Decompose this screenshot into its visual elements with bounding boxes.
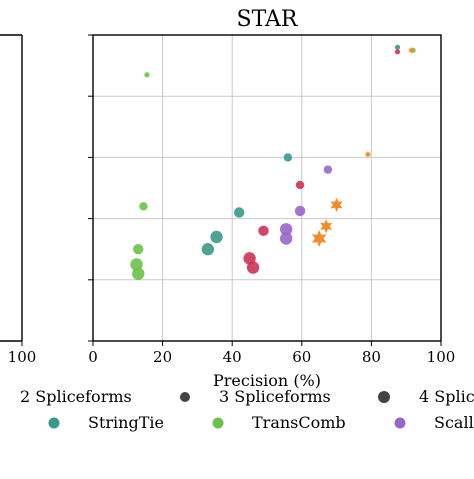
x-tick-label: 0 (88, 348, 98, 366)
data-point (133, 244, 144, 255)
legend-transcomb-marker (212, 417, 224, 429)
data-point (294, 205, 306, 217)
plot-frame (92, 34, 442, 342)
legend-size-3-label: 3 Spliceforms (219, 387, 331, 406)
axis-ticks: 0 20 40 60 80 100 (88, 34, 456, 366)
data-point (283, 153, 293, 162)
data-point-star (408, 46, 415, 54)
data-point (132, 267, 145, 280)
legend: 2 Spliceforms 3 Spliceforms 4 Splice Str… (20, 387, 474, 432)
legend-size-4-label: 4 Splice (419, 387, 474, 406)
data-point (210, 230, 223, 244)
legend-size-2-label: 2 Spliceforms (20, 387, 132, 406)
data-point (323, 165, 333, 174)
data-point-star (320, 219, 333, 234)
legend-size-4-marker (378, 391, 390, 403)
data-points (130, 44, 416, 280)
data-point (233, 207, 245, 218)
legend-stringtie-marker (48, 417, 60, 429)
data-point (279, 232, 293, 245)
data-point (144, 72, 150, 78)
left-panel-x-tick-label: 100 (8, 348, 37, 366)
data-point-star (311, 230, 327, 247)
data-point (246, 261, 260, 274)
data-point (394, 44, 401, 50)
x-tick-label: 40 (223, 348, 242, 366)
grid (93, 35, 441, 341)
data-point (279, 223, 293, 236)
data-point (258, 225, 269, 237)
data-point-star (364, 150, 371, 158)
chart-title: STAR (237, 7, 299, 32)
data-point (295, 180, 305, 190)
legend-scall-marker (394, 417, 406, 429)
x-axis-label: Precision (%) (213, 371, 321, 390)
x-tick-label: 80 (362, 348, 381, 366)
data-point (394, 49, 401, 55)
x-tick-label: 100 (427, 348, 456, 366)
left-panel: 100 (0, 34, 37, 366)
legend-size-3-marker (180, 392, 190, 402)
data-point (139, 202, 148, 211)
x-tick-label: 60 (292, 348, 311, 366)
legend-stringtie-label: StringTie (88, 413, 164, 432)
data-point (201, 243, 215, 256)
data-point (130, 258, 143, 271)
x-tick-label: 20 (153, 348, 172, 366)
legend-scall-label: Scall (434, 413, 474, 432)
legend-transcomb-label: TransComb (252, 413, 346, 432)
data-point-star (330, 197, 343, 212)
